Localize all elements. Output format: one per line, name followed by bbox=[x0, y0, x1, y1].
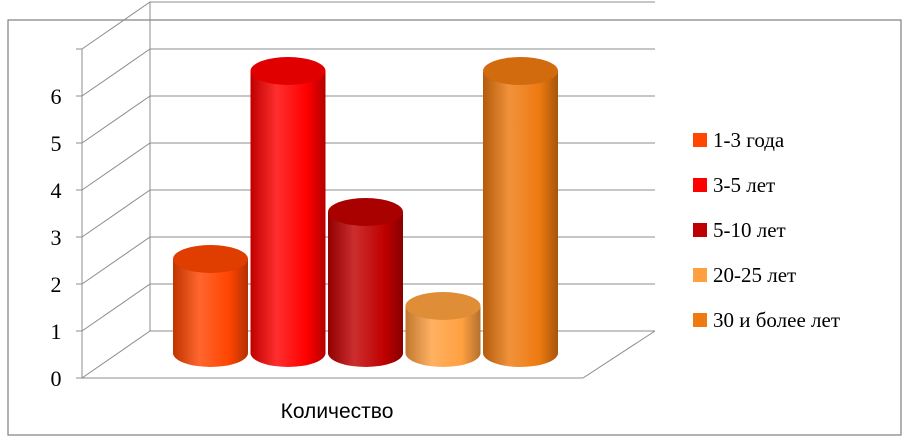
bar-top bbox=[405, 292, 481, 320]
legend-swatch bbox=[693, 268, 707, 282]
legend-item: 3-5 лет bbox=[693, 173, 775, 197]
legend: 1-3 года 3-5 лет 5-10 лет 20-25 лет 30 и бол… bbox=[693, 128, 840, 332]
legend-swatch bbox=[693, 313, 707, 327]
bar-body bbox=[483, 71, 558, 367]
y-tick-label: 3 bbox=[51, 225, 62, 250]
legend-label: 20-25 лет bbox=[713, 263, 796, 287]
bar-top bbox=[328, 198, 403, 226]
x-category-label: Количество bbox=[281, 400, 394, 423]
bar-cylinder bbox=[173, 245, 248, 367]
bar-cylinder bbox=[483, 57, 558, 367]
legend-label: 30 и более лет bbox=[713, 308, 840, 332]
y-tick-label: 5 bbox=[51, 131, 62, 156]
bar-top bbox=[173, 245, 248, 273]
legend-label: 5-10 лет bbox=[713, 218, 786, 242]
legend-label: 1-3 года bbox=[713, 128, 785, 152]
clipped-top-text-strip bbox=[0, 0, 910, 6]
legend-item: 5-10 лет bbox=[693, 218, 786, 242]
y-tick-label: 1 bbox=[51, 319, 62, 344]
bar-body bbox=[250, 71, 326, 367]
bars-layer bbox=[173, 57, 558, 367]
y-tick-label: 4 bbox=[51, 178, 62, 203]
legend-item: 30 и более лет bbox=[693, 308, 840, 332]
y-tick-label: 2 bbox=[51, 272, 62, 297]
bar-body bbox=[328, 212, 403, 367]
legend-swatch bbox=[693, 223, 707, 237]
legend-swatch bbox=[693, 133, 707, 147]
bar-cylinder bbox=[328, 198, 403, 367]
y-tick-label: 6 bbox=[51, 84, 62, 109]
legend-label: 3-5 лет bbox=[713, 173, 775, 197]
legend-item: 20-25 лет bbox=[693, 263, 796, 287]
y-tick-label: 0 bbox=[51, 366, 62, 391]
bar-cylinder bbox=[250, 57, 326, 367]
bar-top bbox=[483, 57, 558, 85]
bar-body bbox=[173, 259, 248, 367]
bar-top bbox=[250, 57, 326, 85]
bar-body bbox=[405, 306, 481, 367]
legend-item: 1-3 года bbox=[693, 128, 785, 152]
floor-edge bbox=[82, 330, 656, 379]
y-axis-ticks: 0 1 2 3 4 5 6 bbox=[51, 84, 62, 391]
legend-swatch bbox=[693, 178, 707, 192]
bar-cylinder bbox=[405, 292, 481, 367]
